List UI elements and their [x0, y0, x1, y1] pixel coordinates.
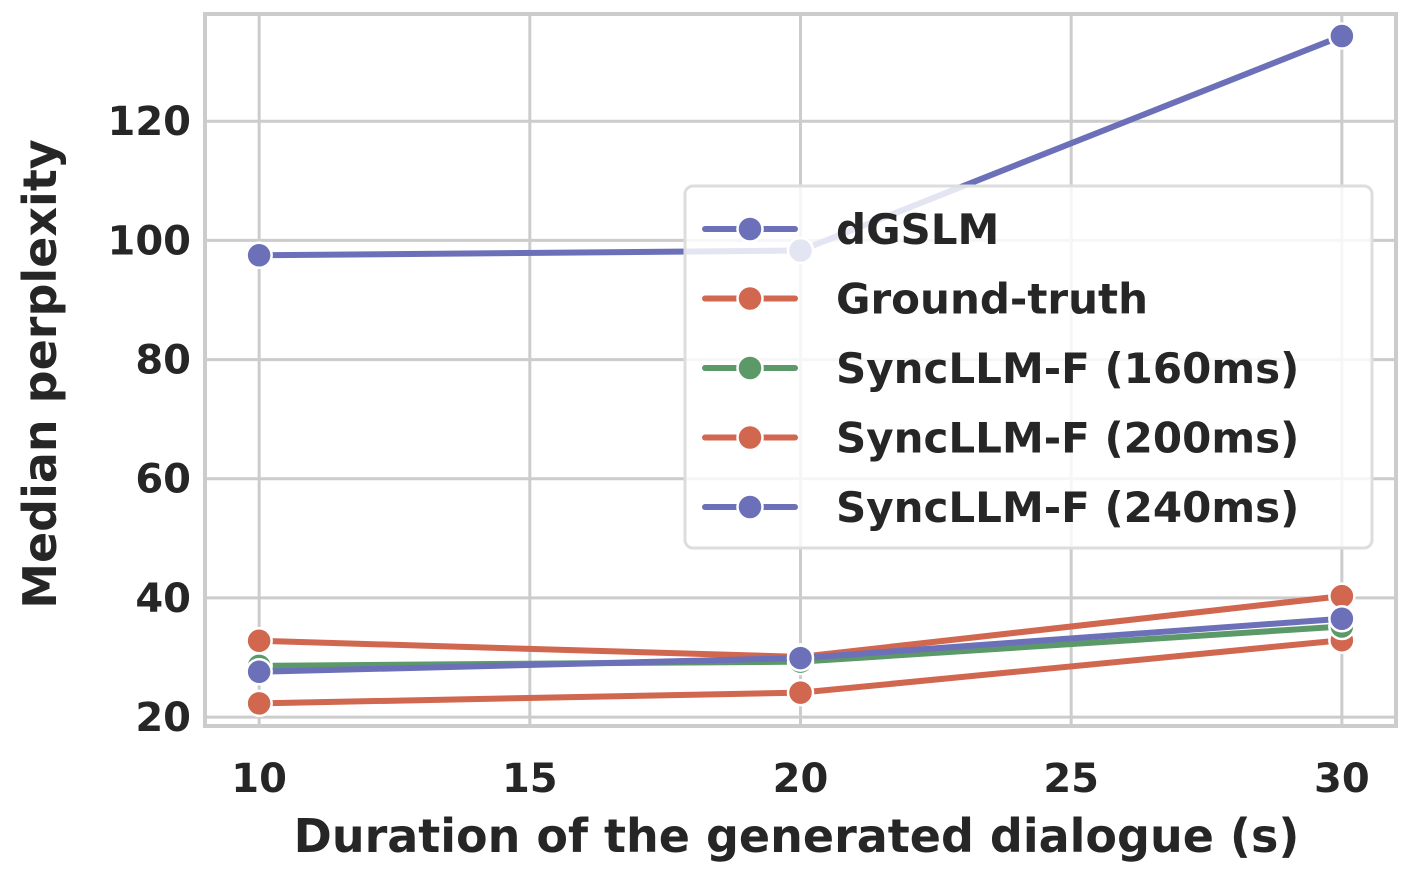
legend-swatch-marker: [736, 354, 764, 382]
data-point: [1328, 582, 1356, 610]
series-layer: [245, 22, 1356, 718]
data-point: [245, 658, 273, 686]
x-axis-label: Duration of the generated dialogue (s): [294, 809, 1300, 863]
y-tick-label: 40: [135, 576, 191, 622]
y-tick-label: 100: [108, 218, 192, 264]
legend-entry: Ground-truth: [702, 275, 1148, 324]
legend-label: SyncLLM-F (200ms): [836, 414, 1299, 463]
legend-swatch-marker: [736, 284, 764, 313]
legend-swatch-marker: [736, 423, 764, 452]
legend-swatch-marker: [736, 215, 764, 243]
x-tick-label: 10: [231, 756, 287, 802]
y-tick-label: 80: [135, 338, 191, 384]
x-tick-label: 20: [773, 756, 829, 802]
legend-label: SyncLLM-F (160ms): [836, 344, 1299, 393]
legend-entry: SyncLLM-F (200ms): [702, 414, 1299, 463]
data-point: [245, 689, 273, 718]
data-point: [245, 241, 273, 270]
data-point: [1328, 605, 1356, 633]
legend-label: Ground-truth: [836, 275, 1148, 324]
legend: dGSLM Ground-truth SyncLLM-F (160ms) SyncLL…: [683, 184, 1374, 550]
data-point: [1328, 22, 1356, 50]
legend-label: dGSLM: [836, 205, 999, 254]
legend-label: SyncLLM-F (240ms): [836, 483, 1299, 532]
legend-entry: SyncLLM-F (240ms): [702, 483, 1299, 532]
legend-swatch-marker: [736, 493, 764, 521]
data-point: [786, 678, 815, 707]
legend-entry: SyncLLM-F (160ms): [702, 344, 1299, 393]
tick-labels: 10 15 20 25 30 20 40 60 80 100 120: [108, 99, 1370, 802]
x-tick-label: 30: [1314, 756, 1370, 802]
data-point: [786, 644, 815, 672]
y-tick-label: 120: [108, 99, 192, 145]
data-point: [245, 627, 273, 655]
plot-area-frame: [203, 12, 1398, 728]
legend-entry: dGSLM: [702, 205, 999, 254]
y-tick-label: 60: [135, 457, 191, 503]
y-axis-label: Median perplexity: [13, 139, 67, 609]
y-tick-label: 20: [135, 695, 191, 741]
x-tick-label: 25: [1043, 756, 1099, 802]
legend-box: [683, 184, 1374, 550]
series-4: [245, 605, 1356, 686]
x-tick-label: 15: [502, 756, 558, 802]
